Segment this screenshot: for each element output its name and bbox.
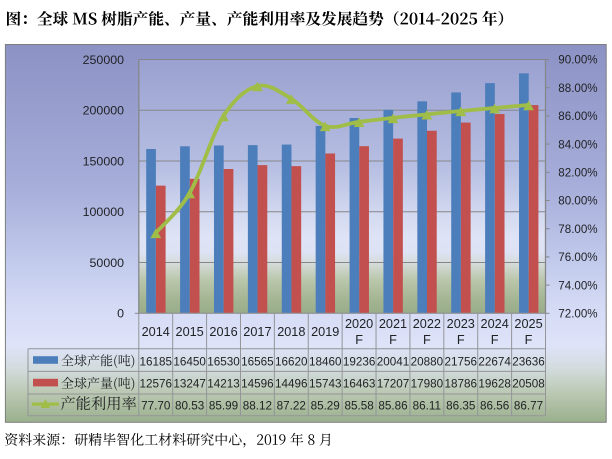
svg-text:14596: 14596: [241, 378, 274, 391]
svg-text:16530: 16530: [207, 356, 240, 369]
svg-text:80.00%: 80.00%: [558, 195, 597, 208]
svg-text:2024: 2024: [481, 317, 509, 331]
svg-text:77.70: 77.70: [141, 399, 171, 412]
svg-text:86.11: 86.11: [413, 399, 441, 412]
svg-text:150000: 150000: [83, 154, 124, 168]
svg-text:85.86: 85.86: [378, 399, 407, 412]
svg-text:18460: 18460: [309, 356, 342, 369]
svg-text:16620: 16620: [275, 356, 308, 369]
svg-text:85.58: 85.58: [344, 399, 373, 412]
svg-text:250000: 250000: [83, 53, 124, 67]
svg-text:88.00%: 88.00%: [558, 82, 597, 95]
svg-text:72.00%: 72.00%: [558, 308, 597, 321]
svg-text:76.00%: 76.00%: [558, 251, 597, 264]
svg-text:21756: 21756: [445, 356, 478, 369]
svg-text:2018: 2018: [277, 325, 305, 339]
svg-text:19628: 19628: [478, 378, 511, 391]
svg-text:85.29: 85.29: [311, 399, 340, 412]
svg-text:F: F: [457, 333, 465, 347]
svg-text:14213: 14213: [207, 378, 240, 391]
svg-text:F: F: [355, 333, 363, 347]
svg-text:200000: 200000: [83, 104, 124, 118]
svg-text:F: F: [491, 333, 499, 347]
svg-text:86.56: 86.56: [480, 399, 509, 412]
svg-text:2021: 2021: [379, 317, 407, 331]
svg-text:13247: 13247: [173, 378, 206, 391]
svg-text:2020: 2020: [345, 317, 373, 331]
svg-text:88.12: 88.12: [243, 399, 272, 412]
svg-text:80.53: 80.53: [175, 399, 204, 412]
svg-text:74.00%: 74.00%: [558, 279, 597, 292]
svg-text:2015: 2015: [176, 325, 204, 339]
svg-text:2014: 2014: [142, 325, 170, 339]
svg-text:2023: 2023: [447, 317, 475, 331]
svg-text:2025: 2025: [514, 317, 542, 331]
svg-text:19236: 19236: [343, 356, 376, 369]
svg-text:86.77: 86.77: [514, 399, 543, 412]
svg-text:50000: 50000: [90, 256, 125, 270]
svg-text:17980: 17980: [411, 378, 444, 391]
svg-text:F: F: [423, 333, 431, 347]
svg-text:87.22: 87.22: [277, 399, 306, 412]
svg-text:2017: 2017: [243, 325, 271, 339]
svg-text:18786: 18786: [445, 378, 478, 391]
svg-text:82.00%: 82.00%: [558, 167, 597, 180]
svg-text:17207: 17207: [377, 378, 410, 391]
svg-text:F: F: [389, 333, 397, 347]
svg-text:16185: 16185: [139, 356, 172, 369]
svg-text:23636: 23636: [512, 356, 545, 369]
svg-text:78.00%: 78.00%: [558, 223, 597, 236]
svg-text:22674: 22674: [478, 356, 511, 369]
svg-text:84.00%: 84.00%: [558, 138, 597, 151]
svg-text:2019: 2019: [311, 325, 339, 339]
svg-text:16565: 16565: [241, 356, 274, 369]
svg-text:86.00%: 86.00%: [558, 110, 597, 123]
svg-text:20508: 20508: [512, 378, 545, 391]
svg-text:15743: 15743: [309, 378, 342, 391]
svg-text:0: 0: [117, 307, 124, 321]
svg-text:20041: 20041: [377, 356, 410, 369]
svg-text:16463: 16463: [343, 378, 376, 391]
svg-text:100000: 100000: [83, 205, 124, 219]
svg-text:14496: 14496: [275, 378, 308, 391]
svg-text:20880: 20880: [411, 356, 444, 369]
svg-text:90.00%: 90.00%: [558, 54, 597, 67]
svg-text:85.99: 85.99: [209, 399, 238, 412]
svg-text:12576: 12576: [139, 378, 172, 391]
svg-text:16450: 16450: [173, 356, 206, 369]
svg-text:2016: 2016: [209, 325, 237, 339]
svg-text:2022: 2022: [413, 317, 441, 331]
svg-text:86.35: 86.35: [446, 399, 476, 412]
svg-text:F: F: [525, 333, 533, 347]
